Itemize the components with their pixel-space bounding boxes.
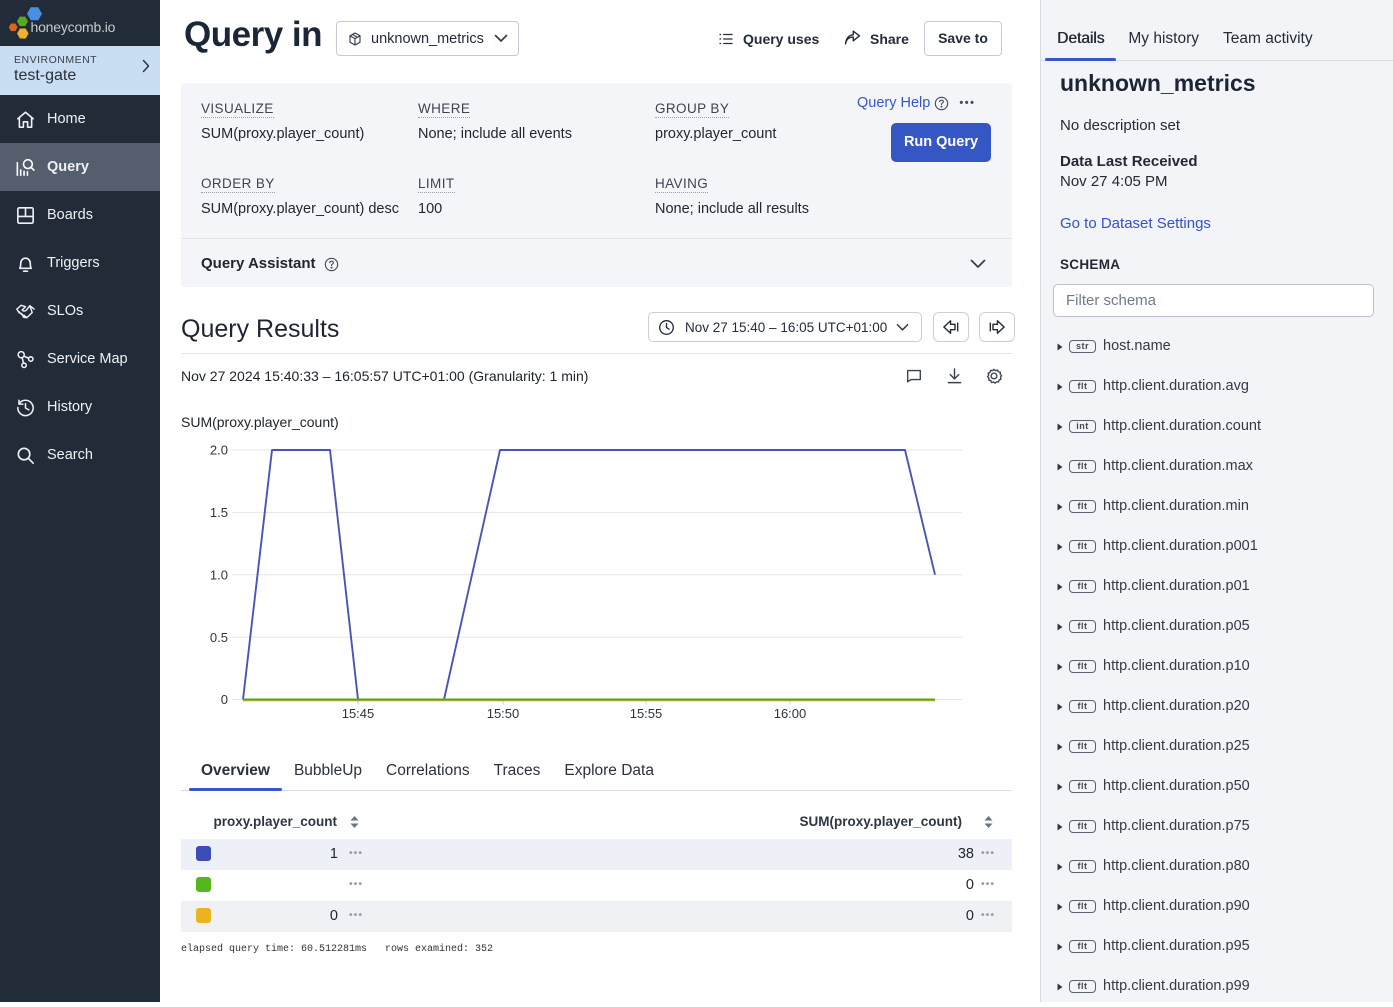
svg-text:15:45: 15:45 xyxy=(342,706,375,721)
svg-text:1.0: 1.0 xyxy=(210,568,228,583)
svg-text:2.0: 2.0 xyxy=(210,443,228,458)
svg-text:16:00: 16:00 xyxy=(774,706,807,721)
svg-text:15:55: 15:55 xyxy=(630,706,663,721)
svg-text:1.5: 1.5 xyxy=(210,505,228,520)
svg-text:honeycomb.io: honeycomb.io xyxy=(31,19,116,35)
svg-text:15:50: 15:50 xyxy=(487,706,520,721)
svg-text:0.5: 0.5 xyxy=(210,630,228,645)
svg-text:0: 0 xyxy=(221,692,228,707)
